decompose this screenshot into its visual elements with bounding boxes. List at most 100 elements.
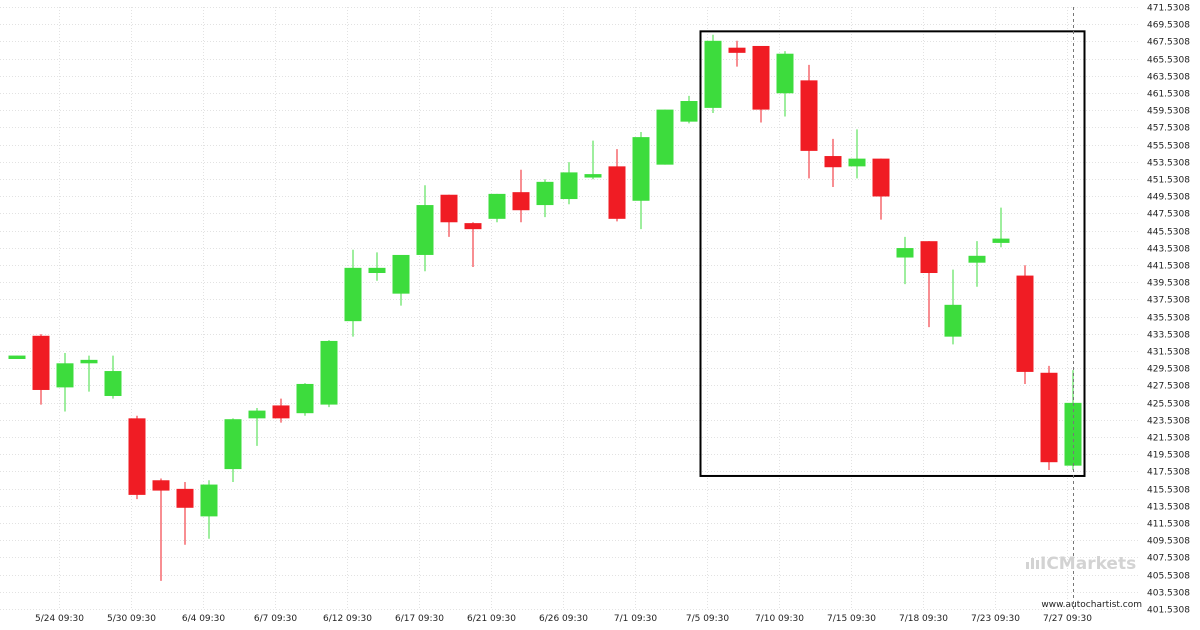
candle-body <box>224 419 242 470</box>
y-tick-label: 433.5308 <box>1147 331 1190 341</box>
y-tick-label: 439.5308 <box>1147 279 1190 289</box>
candle-up <box>416 185 434 272</box>
candle-body <box>728 47 746 53</box>
candle-up <box>368 252 386 281</box>
y-tick-label: 449.5308 <box>1147 193 1190 203</box>
candle-up <box>656 109 674 165</box>
candle-down <box>1016 265 1034 384</box>
watermark: ICMarkets www.autochartist.com <box>1026 554 1142 610</box>
candle-body <box>1016 275 1034 372</box>
y-tick-label: 431.5308 <box>1147 348 1190 358</box>
y-tick-label: 455.5308 <box>1147 142 1190 152</box>
y-axis: 401.5308 403.5308 405.5308 407.5308 409.5308… <box>1147 4 1190 616</box>
y-tick-label: 405.5308 <box>1147 572 1190 582</box>
x-tick-label: 6/7 09:30 <box>254 614 298 624</box>
candle-body <box>8 355 26 360</box>
candle-up <box>344 249 362 337</box>
candle-up <box>8 355 26 360</box>
candle-body <box>200 484 218 517</box>
candle-up <box>200 480 218 539</box>
y-tick-label: 403.5308 <box>1147 589 1190 599</box>
candle-body <box>320 340 338 405</box>
y-tick-label: 461.5308 <box>1147 90 1190 100</box>
candle-up <box>968 241 986 287</box>
candle-down <box>32 334 50 405</box>
candle-up <box>296 383 314 416</box>
x-tick-label: 6/4 09:30 <box>182 614 226 624</box>
candle-down <box>872 158 890 220</box>
candle-body <box>440 194 458 223</box>
y-tick-label: 437.5308 <box>1147 296 1190 306</box>
candle-up <box>560 162 578 205</box>
candle-down <box>752 45 770 123</box>
candle-down <box>1040 365 1058 470</box>
x-tick-label: 6/12 09:30 <box>323 614 372 624</box>
candle-body <box>992 238 1010 243</box>
candle-body <box>104 371 122 396</box>
candle-down <box>176 481 194 545</box>
candle-body <box>872 158 890 197</box>
y-tick-label: 443.5308 <box>1147 245 1190 255</box>
y-tick-label: 425.5308 <box>1147 400 1190 410</box>
candle-body <box>296 383 314 414</box>
candle-body <box>176 488 194 508</box>
watermark-site: www.autochartist.com <box>1041 600 1142 610</box>
candle-body <box>560 172 578 200</box>
grid-layer <box>0 7 1140 610</box>
x-tick-label: 7/10 09:30 <box>755 614 804 624</box>
candle-body <box>656 109 674 165</box>
y-tick-label: 465.5308 <box>1147 56 1190 66</box>
candle-body <box>512 192 530 211</box>
candle-down <box>128 415 146 500</box>
y-tick-label: 463.5308 <box>1147 73 1190 83</box>
candle-body <box>368 267 386 274</box>
watermark-bars-icon <box>1026 558 1039 569</box>
candle-body <box>944 304 962 337</box>
candle-up <box>104 355 122 399</box>
candle-up <box>896 236 914 285</box>
candle-body <box>632 137 650 201</box>
candle-body <box>248 410 266 419</box>
candle-up <box>584 140 602 180</box>
candle-body <box>464 223 482 230</box>
candle-body <box>608 166 626 219</box>
candle-up <box>680 95 698 124</box>
candle-body <box>152 480 170 491</box>
y-tick-label: 471.5308 <box>1147 4 1190 14</box>
x-tick-label: 7/15 09:30 <box>827 614 876 624</box>
candle-body <box>56 363 74 388</box>
candle-body <box>896 248 914 258</box>
overlay-layer <box>699 7 1086 609</box>
candle-down <box>800 64 818 179</box>
candle-body <box>272 405 290 419</box>
candle-body <box>1040 372 1058 463</box>
candle-body <box>32 335 50 390</box>
y-tick-label: 409.5308 <box>1147 537 1190 547</box>
candle-body <box>392 254 410 294</box>
y-tick-label: 451.5308 <box>1147 176 1190 186</box>
candle-layer <box>8 34 1082 581</box>
candle-up <box>848 129 866 179</box>
y-tick-label: 459.5308 <box>1147 107 1190 117</box>
y-tick-label: 407.5308 <box>1147 554 1190 564</box>
candle-body <box>968 255 986 263</box>
y-tick-label: 421.5308 <box>1147 434 1190 444</box>
candle-down <box>728 40 746 67</box>
y-tick-label: 441.5308 <box>1147 262 1190 272</box>
y-tick-label: 417.5308 <box>1147 468 1190 478</box>
candle-down <box>512 169 530 223</box>
candle-up <box>56 352 74 412</box>
candle-body <box>488 193 506 219</box>
x-tick-label: 7/27 09:30 <box>1043 614 1092 624</box>
candle-down <box>152 478 170 581</box>
candle-body <box>128 418 146 495</box>
y-tick-label: 427.5308 <box>1147 382 1190 392</box>
candle-down <box>608 149 626 222</box>
y-tick-label: 429.5308 <box>1147 365 1190 375</box>
candle-body <box>824 156 842 168</box>
candle-up <box>224 418 242 482</box>
x-tick-label: 6/17 09:30 <box>395 614 444 624</box>
x-axis: 5/24 09:30 5/30 09:30 6/4 09:30 6/7 09:30 6/… <box>35 614 1092 624</box>
x-tick-label: 5/30 09:30 <box>107 614 156 624</box>
